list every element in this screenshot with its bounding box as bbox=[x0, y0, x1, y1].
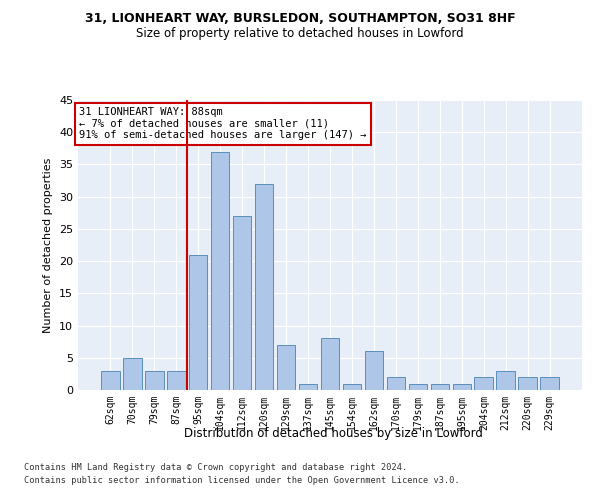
Bar bbox=[475, 377, 493, 390]
Bar bbox=[431, 384, 449, 390]
Text: Contains HM Land Registry data © Crown copyright and database right 2024.: Contains HM Land Registry data © Crown c… bbox=[24, 464, 407, 472]
Bar bbox=[343, 384, 361, 390]
Bar bbox=[145, 370, 164, 390]
Bar bbox=[123, 358, 142, 390]
Bar bbox=[299, 384, 317, 390]
Bar bbox=[101, 370, 119, 390]
Y-axis label: Number of detached properties: Number of detached properties bbox=[43, 158, 53, 332]
Bar bbox=[255, 184, 274, 390]
Bar bbox=[452, 384, 471, 390]
Bar bbox=[518, 377, 537, 390]
Text: Contains public sector information licensed under the Open Government Licence v3: Contains public sector information licen… bbox=[24, 476, 460, 485]
Bar bbox=[233, 216, 251, 390]
Bar bbox=[211, 152, 229, 390]
Bar bbox=[167, 370, 185, 390]
Bar bbox=[496, 370, 515, 390]
Bar bbox=[277, 345, 295, 390]
Text: 31, LIONHEART WAY, BURSLEDON, SOUTHAMPTON, SO31 8HF: 31, LIONHEART WAY, BURSLEDON, SOUTHAMPTO… bbox=[85, 12, 515, 26]
Bar bbox=[409, 384, 427, 390]
Bar bbox=[189, 254, 208, 390]
Bar bbox=[320, 338, 340, 390]
Bar bbox=[541, 377, 559, 390]
Text: Size of property relative to detached houses in Lowford: Size of property relative to detached ho… bbox=[136, 28, 464, 40]
Bar bbox=[386, 377, 405, 390]
Text: 31 LIONHEART WAY: 88sqm
← 7% of detached houses are smaller (11)
91% of semi-det: 31 LIONHEART WAY: 88sqm ← 7% of detached… bbox=[79, 108, 367, 140]
Text: Distribution of detached houses by size in Lowford: Distribution of detached houses by size … bbox=[184, 428, 482, 440]
Bar bbox=[365, 352, 383, 390]
